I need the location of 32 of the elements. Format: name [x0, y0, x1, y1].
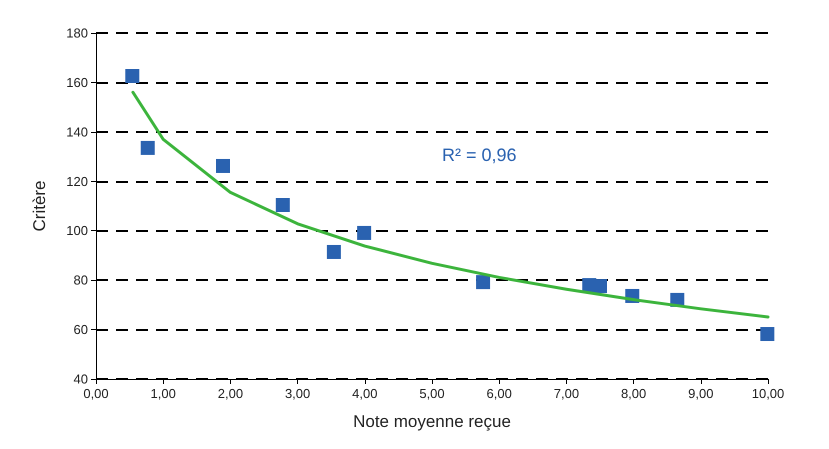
point	[125, 69, 140, 84]
point	[357, 226, 372, 240]
y-tick-label: 100	[66, 223, 88, 238]
y-axis-title: Critère	[30, 180, 49, 232]
x-tick-label: 3,00	[284, 386, 310, 401]
point	[593, 279, 607, 294]
point	[760, 327, 774, 342]
y-tick-label: 140	[66, 124, 88, 140]
point	[276, 198, 290, 212]
y-tick-label: 40	[74, 372, 88, 386]
line-series	[131, 90, 770, 318]
y-tick-label: 80	[74, 272, 88, 288]
annotation: R² = 0,96	[442, 145, 517, 165]
x-tick-label: 4,00	[352, 386, 378, 401]
x-tick-label: 6,00	[486, 386, 512, 401]
y-tick-label: 160	[66, 74, 88, 90]
x-tick-label: 5,00	[419, 386, 445, 401]
x-tick-label: 0,00	[83, 386, 109, 401]
point	[326, 244, 341, 259]
y-tick-label: 120	[66, 174, 88, 189]
x-tick-label: 2,00	[218, 386, 244, 401]
point	[140, 140, 155, 155]
x-tick-label: 7,00	[554, 386, 580, 401]
y-tick-label: 180	[66, 26, 88, 40]
x-tick-label: 9,00	[688, 386, 714, 401]
x-tick-label: 10,00	[752, 386, 784, 401]
x-tick-label: 8,00	[620, 386, 646, 401]
x-axis-title: Note moyenne reçue	[353, 412, 511, 431]
y-tick-label: 60	[74, 322, 88, 338]
point	[216, 158, 230, 173]
point	[476, 275, 490, 290]
x-tick-label: 1,00	[150, 386, 176, 401]
